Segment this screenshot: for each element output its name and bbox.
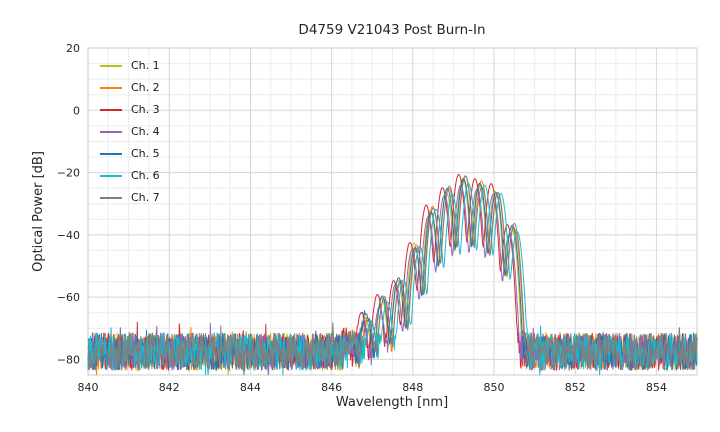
x-tick-label: 848 bbox=[402, 381, 423, 394]
legend-item: Ch. 7 bbox=[100, 190, 160, 205]
legend-line-swatch bbox=[100, 64, 122, 67]
trace-ch-6 bbox=[87, 183, 698, 376]
legend-label: Ch. 3 bbox=[131, 103, 160, 116]
legend-label: Ch. 1 bbox=[131, 59, 160, 72]
legend-line-swatch bbox=[100, 196, 122, 199]
y-tick-label: −20 bbox=[57, 167, 80, 180]
x-axis-label: Wavelength [nm] bbox=[336, 395, 448, 410]
legend-item: Ch. 5 bbox=[100, 146, 160, 161]
x-tick-label: 844 bbox=[240, 381, 261, 394]
trace-ch-4 bbox=[87, 184, 698, 376]
y-tick-label: 0 bbox=[73, 104, 80, 117]
x-tick-label: 842 bbox=[159, 381, 180, 394]
chart-title: D4759 V21043 Post Burn-In bbox=[298, 22, 485, 38]
x-tick-label: 840 bbox=[78, 381, 99, 394]
legend-line-swatch bbox=[100, 174, 122, 177]
legend-line-swatch bbox=[100, 152, 122, 155]
legend-label: Ch. 5 bbox=[131, 147, 160, 160]
legend-item: Ch. 3 bbox=[100, 102, 160, 117]
legend-label: Ch. 4 bbox=[131, 125, 160, 138]
legend: Ch. 1 Ch. 2 Ch. 3 Ch. 4 Ch. 5 Ch. 6 Ch. 7 bbox=[100, 58, 160, 205]
legend-line-swatch bbox=[100, 108, 122, 111]
legend-item: Ch. 4 bbox=[100, 124, 160, 139]
trace-ch-7 bbox=[87, 175, 698, 376]
x-tick-label: 852 bbox=[565, 381, 586, 394]
y-tick-label: 20 bbox=[66, 42, 80, 55]
legend-label: Ch. 6 bbox=[131, 169, 160, 182]
y-tick-label: −80 bbox=[57, 353, 80, 366]
legend-line-swatch bbox=[100, 86, 122, 89]
legend-item: Ch. 1 bbox=[100, 58, 160, 73]
y-axis-label: Optical Power [dB] bbox=[31, 151, 46, 272]
x-tick-label: 850 bbox=[484, 381, 505, 394]
legend-item: Ch. 6 bbox=[100, 168, 160, 183]
y-tick-label: −60 bbox=[57, 291, 80, 304]
legend-item: Ch. 2 bbox=[100, 80, 160, 95]
x-tick-label: 846 bbox=[321, 381, 342, 394]
legend-label: Ch. 7 bbox=[131, 191, 160, 204]
x-tick-label: 854 bbox=[646, 381, 667, 394]
plot-border bbox=[87, 47, 698, 376]
legend-line-swatch bbox=[100, 130, 122, 133]
spectrum-traces bbox=[87, 173, 698, 376]
y-tick-label: −40 bbox=[57, 229, 80, 242]
tick-labels: 840 842 844 846 848 850 852 854 20 0 −20 −40 −60 −80 bbox=[57, 42, 667, 394]
legend-label: Ch. 2 bbox=[131, 81, 160, 94]
